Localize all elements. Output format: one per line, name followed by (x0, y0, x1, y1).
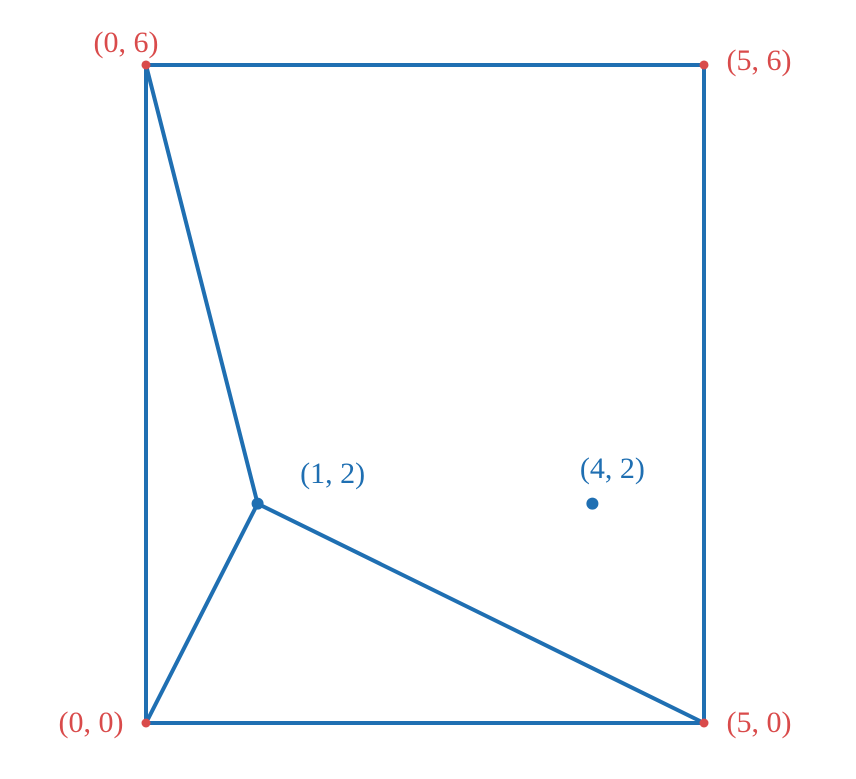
inner-point-p42 (586, 498, 598, 510)
coord-label-tl: (0, 6) (94, 28, 159, 58)
coord-label-tr: (5, 6) (727, 46, 792, 76)
coord-label-p12: (1, 2) (300, 459, 365, 489)
diagram-svg (0, 0, 856, 779)
corner-point-bl (142, 719, 151, 728)
coord-label-bl: (0, 0) (59, 708, 124, 738)
corner-point-tl (142, 60, 151, 69)
diagram-stage: (0, 0) (5, 0) (5, 6) (0, 6) (1, 2) (4, 2) (0, 0, 856, 779)
corner-point-tr (700, 60, 709, 69)
edge (146, 504, 258, 723)
coord-label-p42: (4, 2) (580, 454, 645, 484)
corner-points-group (142, 60, 709, 727)
edge (146, 65, 258, 504)
edges-group (146, 65, 704, 723)
inner-points-group (252, 498, 599, 510)
coord-label-br: (5, 0) (727, 708, 792, 738)
inner-point-p12 (252, 498, 264, 510)
corner-point-br (700, 719, 709, 728)
edge (258, 504, 704, 723)
